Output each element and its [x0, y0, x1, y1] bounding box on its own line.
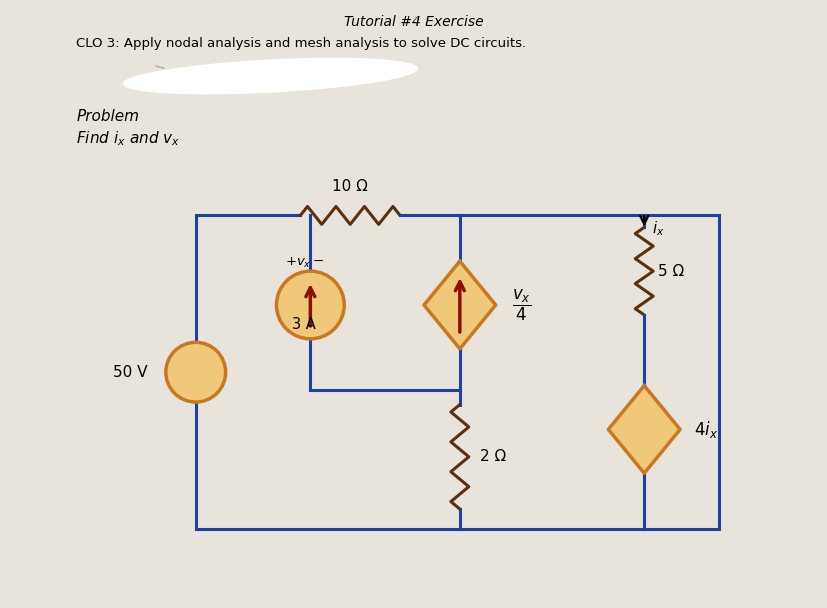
- Polygon shape: [423, 261, 495, 349]
- Text: −: −: [635, 434, 652, 453]
- Circle shape: [276, 271, 344, 339]
- Text: $i_x$: $i_x$: [652, 219, 664, 238]
- Text: 5 Ω: 5 Ω: [657, 264, 684, 278]
- Text: 3 A: 3 A: [292, 317, 316, 333]
- Text: 50 V: 50 V: [113, 365, 148, 379]
- Text: +: +: [637, 407, 650, 424]
- Circle shape: [165, 342, 226, 402]
- Text: CLO 3: Apply nodal analysis and mesh analysis to solve DC circuits.: CLO 3: Apply nodal analysis and mesh ana…: [76, 37, 526, 50]
- Text: $+ v_x -$: $+ v_x -$: [284, 256, 323, 270]
- Text: Tutorial #4 Exercise: Tutorial #4 Exercise: [344, 15, 483, 29]
- Text: 2 Ω: 2 Ω: [479, 449, 505, 465]
- Ellipse shape: [123, 58, 417, 94]
- Polygon shape: [608, 385, 679, 473]
- Text: +: +: [188, 355, 203, 373]
- Text: Problem: Problem: [76, 109, 139, 124]
- Text: $\dfrac{v_x}{4}$: $\dfrac{v_x}{4}$: [511, 288, 531, 323]
- Text: $4i_x$: $4i_x$: [693, 419, 717, 440]
- Text: Find $i_x$ and $v_x$: Find $i_x$ and $v_x$: [76, 129, 180, 148]
- Text: −: −: [186, 372, 205, 392]
- Text: 10 Ω: 10 Ω: [332, 179, 368, 193]
